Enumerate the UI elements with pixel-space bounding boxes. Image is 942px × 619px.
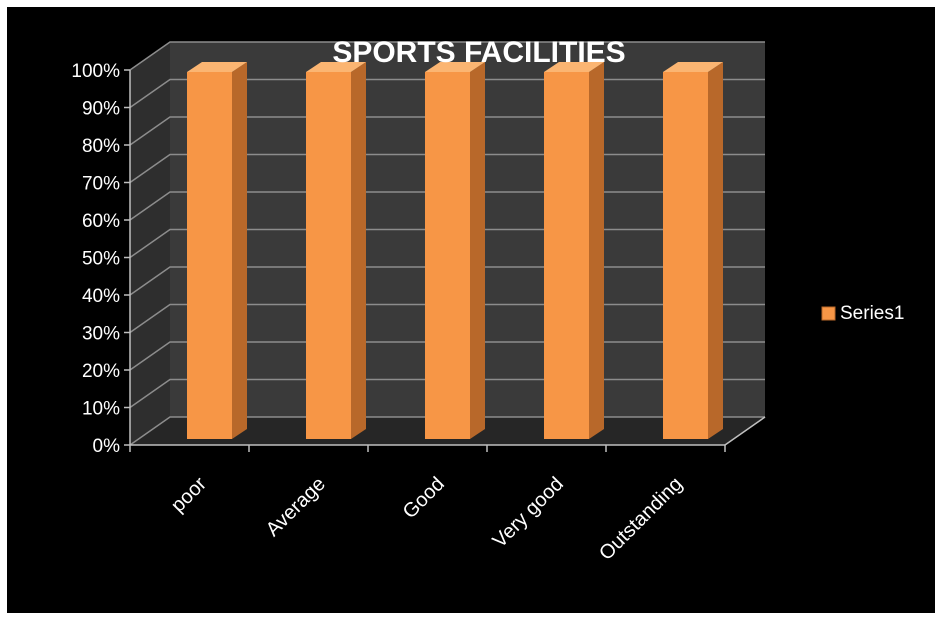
x-tick-label: Outstanding [595,473,687,565]
y-tick-label: 10% [82,399,120,420]
y-tick-label: 90% [82,99,120,120]
gridline [129,41,765,71]
bar-good [425,62,485,439]
bar-top [425,62,485,72]
x-tick-label: Very good [489,473,568,552]
legend-swatch [821,306,836,321]
x-tick-label: poor [167,473,211,517]
bar-front [544,72,589,439]
bar-front [306,72,351,439]
y-tick-label: 50% [82,249,120,270]
x-tick-label: Good [399,473,449,523]
y-tick-label: 20% [82,361,120,382]
bar-top [544,62,604,72]
bar-side [351,62,366,439]
y-tick-label: 60% [82,211,120,232]
x-tick-label: Average [262,473,330,541]
bar-top [663,62,723,72]
y-tick-label: 80% [82,136,120,157]
bar-front [425,72,470,439]
bar-very-good [544,62,604,439]
bar-outstanding [663,62,723,439]
bar-side [232,62,247,439]
bar-side [708,62,723,439]
bar-side [470,62,485,439]
y-tick-label: 0% [93,436,121,457]
y-tick-label: 100% [71,61,120,82]
y-tick-label: 40% [82,286,120,307]
legend-label: Series1 [840,303,904,324]
bar-top [306,62,366,72]
bar-front [663,72,708,439]
bar-front [187,72,232,439]
chart-title: SPORTS FACILITIES [332,36,625,69]
y-tick-label: 70% [82,174,120,195]
legend: Series1 [821,303,904,324]
bar-top [187,62,247,72]
y-tick-label: 30% [82,324,120,345]
floor-edge [724,416,766,446]
bar-poor [187,62,247,439]
bar-side [589,62,604,439]
bar-average [306,62,366,439]
chart-svg: 0% 10% 20% 30% 40% 50% 60% 70% 80% 90% 100% poor Av… [71,36,904,565]
chart-area: 0% 10% 20% 30% 40% 50% 60% 70% 80% 90% 100% poor Av… [7,7,935,613]
